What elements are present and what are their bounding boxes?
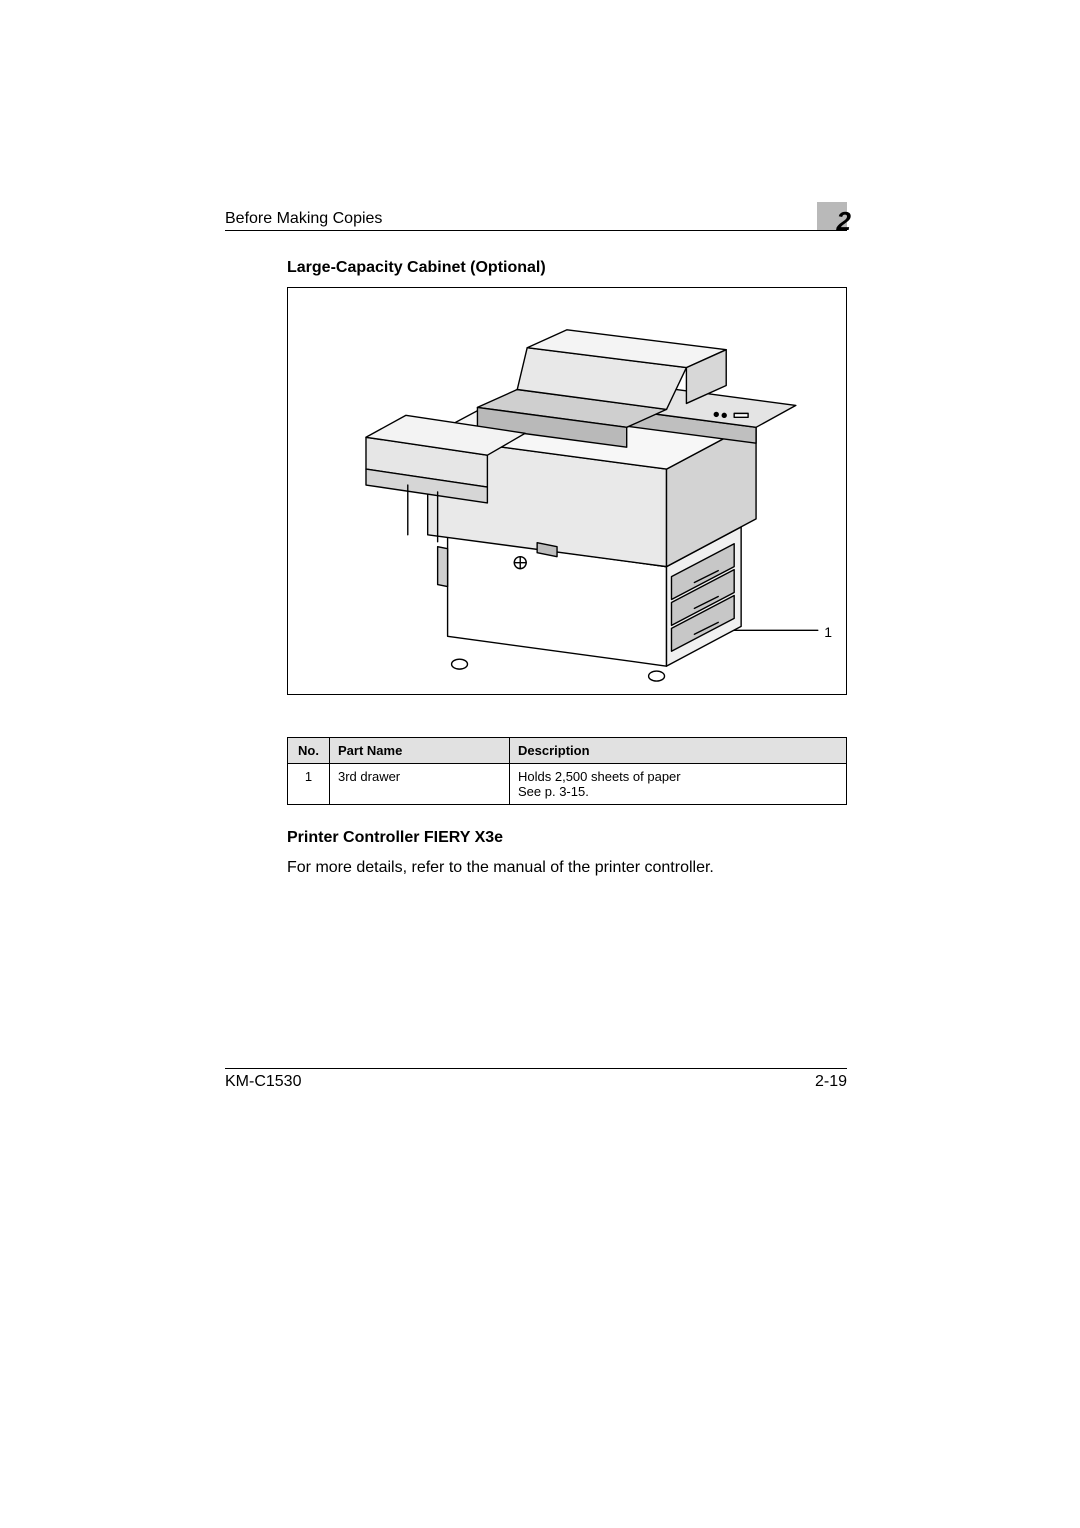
cell-no: 1 [288,764,330,805]
parts-table: No. Part Name Description 1 3rd drawer H… [287,737,847,805]
page-footer: KM-C1530 2-19 [225,1068,847,1091]
cell-part: 3rd drawer [330,764,510,805]
cell-desc-line1: Holds 2,500 sheets of paper [518,769,681,784]
running-title: Before Making Copies [225,210,382,228]
page-content: Before Making Copies 2 Large-Capacity Ca… [225,210,847,879]
footer-model: KM-C1530 [225,1073,301,1091]
col-header-no: No. [288,738,330,764]
body-paragraph: For more details, refer to the manual of… [287,857,847,879]
section-heading-fiery: Printer Controller FIERY X3e [287,829,847,847]
callout-1: 1 [824,624,832,640]
col-header-part: Part Name [330,738,510,764]
figure-cabinet: 1 [287,287,847,695]
table-header-row: No. Part Name Description [288,738,847,764]
footer-rule [225,1068,847,1069]
section-heading-cabinet: Large-Capacity Cabinet (Optional) [287,259,847,277]
cell-desc: Holds 2,500 sheets of paper See p. 3-15. [510,764,847,805]
cell-desc-line2: See p. 3-15. [518,784,589,799]
table-row: 1 3rd drawer Holds 2,500 sheets of paper… [288,764,847,805]
copier-illustration-icon [288,288,846,694]
col-header-desc: Description [510,738,847,764]
running-header: Before Making Copies [225,210,847,231]
chapter-number: 2 [837,206,851,237]
footer-page-number: 2-19 [815,1073,847,1091]
